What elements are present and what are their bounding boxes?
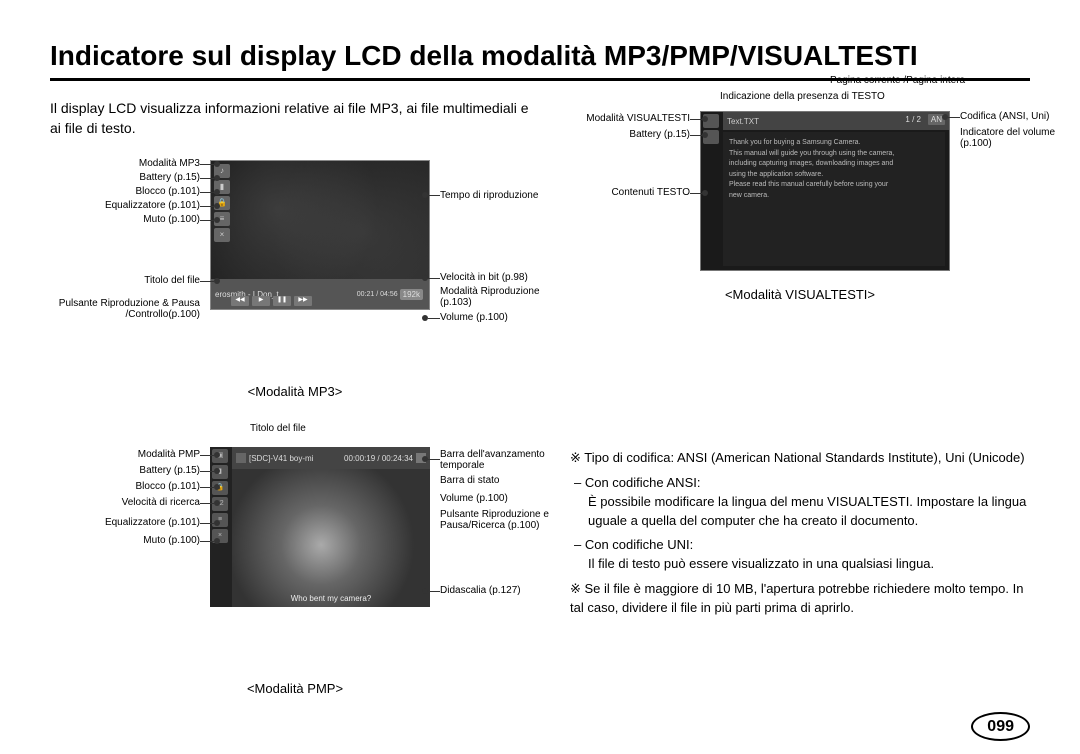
label-battery: Battery (p.15) [50, 172, 200, 183]
label-pmp-eq: Equalizzatore (p.101) [50, 517, 200, 528]
text-line: new camera. [729, 191, 939, 202]
label-pmp-playpause: Pulsante Riproduzione e Pausa/Ricerca (p… [440, 509, 560, 531]
label-title: Titolo del file [50, 275, 200, 286]
text-page: 1 / 2 [905, 115, 921, 124]
pmp-lcd: ▣ ▮ 🔒 x2 ≡ × [SDC]-V41 boy-mi 00:00:19 /… [210, 447, 430, 607]
label-text-battery: Battery (p.15) [560, 129, 690, 140]
text-line: Please read this manual carefully before… [729, 180, 939, 191]
text-line: Thank you for buying a Samsung Camera. [729, 138, 939, 149]
textviewer-caption: <Modalità VISUALTESTI> [570, 287, 1030, 302]
pmp-top-bar: [SDC]-V41 boy-mi 00:00:19 / 00:24:34 [232, 447, 430, 469]
pmp-clip-time: 00:00:19 / 00:24:34 [344, 454, 413, 463]
text-body: Thank you for buying a Samsung Camera. T… [723, 132, 945, 266]
label-status: Barra di stato [440, 475, 499, 486]
note-head: Con codifiche ANSI: [585, 475, 701, 490]
note-item: Tipo di codifica: ANSI (American Nationa… [570, 449, 1030, 468]
text-filename: Text.TXT [727, 117, 759, 126]
label-pmp-lock: Blocco (p.101) [50, 481, 200, 492]
play-button[interactable]: ▶ [252, 296, 270, 306]
label-mode-mp3: Modalità MP3 [50, 158, 200, 169]
label-text-indicator: Indicazione della presenza di TESTO [720, 91, 885, 102]
note-body: È possibile modificare la lingua del men… [588, 494, 1026, 528]
mp3-diagram: ♪ ▮ 🔒 ≡ × erosmith - I Don_t 00:21 / 04:… [50, 150, 540, 380]
label-playtime: Tempo di riproduzione [440, 190, 538, 201]
pmp-diagram: Titolo del file ▣ ▮ 🔒 x2 ≡ × [SDC]-V41 b… [50, 417, 540, 677]
prev-button[interactable]: ◀◀ [231, 296, 249, 306]
label-mute: Muto (p.100) [50, 214, 200, 225]
note-item: Se il file è maggiore di 10 MB, l'apertu… [570, 580, 1030, 618]
note-head: Con codifiche UNI: [585, 537, 693, 552]
next-button[interactable]: ▶▶ [294, 296, 312, 306]
mp3-controls: ◀◀ ▶ ❚❚ ▶▶ [231, 295, 425, 307]
label-text-mode: Modalità VISUALTESTI [560, 113, 690, 124]
notes-section: Tipo di codifica: ANSI (American Nationa… [570, 449, 1030, 618]
text-line: including capturing images, downloading … [729, 159, 939, 170]
label-playpause: Pulsante Riproduzione & Pausa /Controllo… [50, 298, 200, 320]
page-number: 099 [971, 718, 1030, 736]
text-line: using the application software. [729, 170, 939, 181]
play-icon [236, 453, 246, 463]
note-body: Il file di testo può essere visualizzato… [588, 556, 934, 571]
mp3-caption: <Modalità MP3> [50, 384, 540, 399]
note-item: Con codifiche ANSI: È possibile modifica… [570, 474, 1030, 531]
label-pmp-battery: Battery (p.15) [50, 465, 200, 476]
pmp-status-icons: ▣ ▮ 🔒 x2 ≡ × [212, 449, 230, 543]
textviewer-lcd: Text.TXT 1 / 2 AN Thank you for buying a… [700, 111, 950, 271]
label-pmp-speed: Velocità di ricerca [50, 497, 200, 508]
pause-button[interactable]: ❚❚ [273, 296, 291, 306]
left-column: Il display LCD visualizza informazioni r… [50, 99, 540, 696]
label-eq: Equalizzatore (p.101) [50, 200, 200, 211]
label-progress: Barra dell'avanzamento temporale [440, 449, 550, 471]
label-pagenum: Pagina corrente /Pagina intera [830, 75, 965, 86]
pmp-video-frame: Who bent my camera? [232, 469, 430, 607]
note-item: Con codifiche UNI: Il file di testo può … [570, 536, 1030, 574]
label-volume-indicator: Indicatore del volume (p.100) [960, 127, 1060, 149]
label-subtitle: Didascalia (p.127) [440, 585, 521, 596]
label-encoding: Codifica (ANSI, Uni) [960, 111, 1049, 122]
right-column: Pagina corrente /Pagina intera Indicazio… [570, 99, 1030, 696]
text-line: This manual will guide you through using… [729, 149, 939, 160]
label-pmp-mute: Muto (p.100) [50, 535, 200, 546]
pmp-clip-title: [SDC]-V41 boy-mi [249, 454, 313, 463]
pmp-caption: <Modalità PMP> [50, 681, 540, 696]
label-volume: Volume (p.100) [440, 312, 508, 323]
pmp-subtitle: Who bent my camera? [232, 594, 430, 603]
mp3-lcd: ♪ ▮ 🔒 ≡ × erosmith - I Don_t 00:21 / 04:… [210, 160, 430, 310]
label-text-content: Contenuti TESTO [560, 187, 690, 198]
label-bitrate: Velocità in bit (p.98) [440, 272, 528, 283]
label-playmode: Modalità Riproduzione (p.103) [440, 286, 550, 308]
label-pmp-mode: Modalità PMP [50, 449, 200, 460]
pmp-top-label: Titolo del file [250, 423, 306, 434]
label-pmp-volume: Volume (p.100) [440, 493, 508, 504]
mute-icon: × [214, 228, 230, 242]
intro-text: Il display LCD visualizza informazioni r… [50, 99, 540, 138]
label-lock: Blocco (p.101) [50, 186, 200, 197]
textviewer-diagram: Pagina corrente /Pagina intera Indicazio… [570, 99, 1030, 319]
